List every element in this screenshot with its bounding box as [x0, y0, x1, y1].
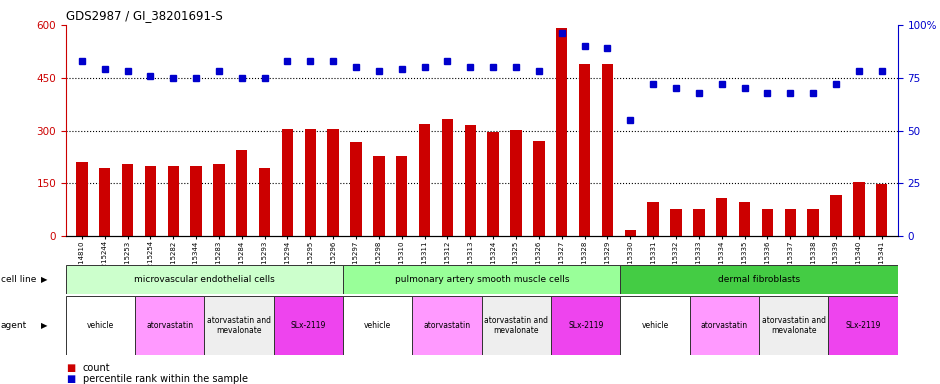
Bar [602, 64, 613, 236]
Bar [343, 265, 620, 294]
Text: atorvastatin: atorvastatin [424, 321, 471, 330]
Text: atorvastatin and
mevalonate: atorvastatin and mevalonate [484, 316, 548, 335]
Text: SLx-2119: SLx-2119 [568, 321, 603, 330]
Bar [351, 142, 362, 236]
Bar [761, 209, 773, 236]
Bar [830, 195, 841, 236]
Bar [135, 296, 205, 355]
Bar [258, 168, 271, 236]
Bar [854, 182, 865, 236]
Bar [579, 64, 590, 236]
Bar [739, 202, 750, 236]
Bar [442, 119, 453, 236]
Text: SLx-2119: SLx-2119 [290, 321, 326, 330]
Bar [122, 164, 133, 236]
Bar [533, 141, 544, 236]
Bar [99, 168, 110, 236]
Bar [556, 28, 568, 236]
Bar [624, 230, 636, 236]
Text: dermal fibroblasts: dermal fibroblasts [718, 275, 800, 284]
Text: cell line: cell line [1, 275, 37, 284]
Bar [282, 129, 293, 236]
Bar [716, 198, 728, 236]
Text: atorvastatin: atorvastatin [701, 321, 748, 330]
Bar [876, 184, 887, 236]
Bar [145, 167, 156, 236]
Text: percentile rank within the sample: percentile rank within the sample [83, 374, 248, 384]
Bar [396, 156, 407, 236]
Text: vehicle: vehicle [364, 321, 391, 330]
Bar [807, 209, 819, 236]
Text: vehicle: vehicle [86, 321, 114, 330]
Text: ▶: ▶ [41, 275, 48, 284]
Text: atorvastatin: atorvastatin [147, 321, 194, 330]
Text: vehicle: vehicle [641, 321, 668, 330]
Bar [488, 132, 499, 236]
Bar [327, 129, 339, 236]
Bar [464, 125, 476, 236]
Text: ■: ■ [66, 363, 75, 373]
Bar [66, 296, 135, 355]
Bar [620, 265, 898, 294]
Text: count: count [83, 363, 110, 373]
Bar [690, 296, 760, 355]
Bar [670, 209, 681, 236]
Text: pulmonary artery smooth muscle cells: pulmonary artery smooth muscle cells [395, 275, 569, 284]
Bar [693, 209, 705, 236]
Bar [167, 167, 179, 236]
Text: atorvastatin and
mevalonate: atorvastatin and mevalonate [207, 316, 271, 335]
Bar [413, 296, 481, 355]
Bar [760, 296, 828, 355]
Bar [648, 202, 659, 236]
Text: agent: agent [1, 321, 27, 330]
Bar [373, 156, 384, 236]
Text: SLx-2119: SLx-2119 [845, 321, 881, 330]
Bar [213, 164, 225, 236]
Bar [510, 130, 522, 236]
Bar [343, 296, 413, 355]
Bar [482, 296, 551, 355]
Bar [205, 296, 274, 355]
Bar [236, 150, 247, 236]
Bar [419, 124, 431, 236]
Text: GDS2987 / GI_38201691-S: GDS2987 / GI_38201691-S [66, 9, 223, 22]
Text: ■: ■ [66, 374, 75, 384]
Bar [191, 166, 202, 236]
Bar [274, 296, 343, 355]
Text: microvascular endothelial cells: microvascular endothelial cells [134, 275, 274, 284]
Text: atorvastatin and
mevalonate: atorvastatin and mevalonate [761, 316, 825, 335]
Bar [785, 209, 796, 236]
Bar [828, 296, 898, 355]
Bar [66, 265, 343, 294]
Bar [551, 296, 620, 355]
Bar [305, 129, 316, 236]
Bar [76, 162, 87, 236]
Bar [620, 296, 690, 355]
Text: ▶: ▶ [41, 321, 48, 330]
